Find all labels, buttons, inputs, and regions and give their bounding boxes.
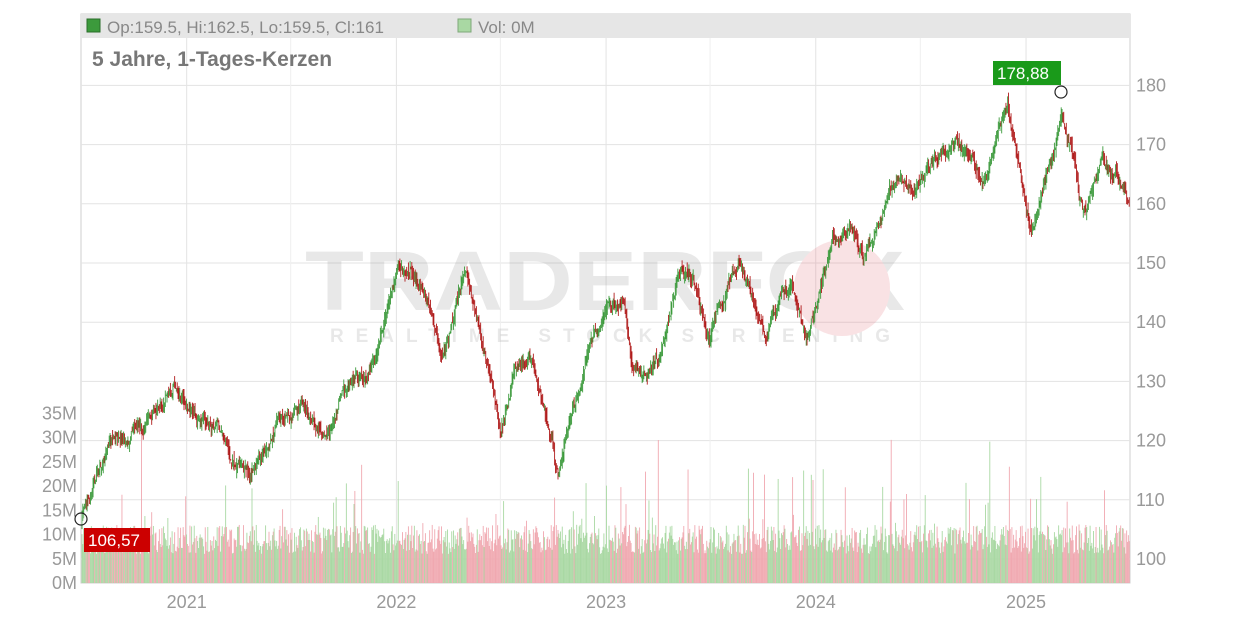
price-tick-label: 140 xyxy=(1136,312,1166,332)
max-flag xyxy=(993,61,1061,85)
price-tick-label: 180 xyxy=(1136,75,1166,95)
min-point-circle xyxy=(74,512,88,526)
ohlc-legend-text: Op:159.5, Hi:162.5, Lo:159.5, Cl:161 xyxy=(107,18,384,37)
year-tick-label: 2025 xyxy=(1006,592,1046,612)
min-marker[interactable]: 106,57 xyxy=(74,512,150,552)
volume-tick-label: 20M xyxy=(42,476,77,496)
year-tick-label: 2021 xyxy=(167,592,207,612)
ohlc-legend-swatch xyxy=(86,18,101,33)
header-band xyxy=(81,14,1130,38)
price-axis: 100 110 120 130 140 150 160 170 180 xyxy=(1136,75,1166,569)
time-axis: 2021 2022 2023 2024 2025 xyxy=(167,592,1046,612)
volume-axis: 0M 5M 10M 15M 20M 25M 30M 35M xyxy=(42,403,77,593)
min-flag xyxy=(84,528,150,552)
year-tick-label: 2022 xyxy=(376,592,416,612)
plot-area xyxy=(80,13,1131,584)
candlesticks xyxy=(81,92,1130,530)
volume-tick-label: 15M xyxy=(42,500,77,520)
price-tick-label: 100 xyxy=(1136,549,1166,569)
max-marker[interactable]: 178,88 xyxy=(993,61,1068,99)
volume-tick-label: 35M xyxy=(42,403,77,423)
price-tick-label: 120 xyxy=(1136,431,1166,451)
volume-bars xyxy=(81,433,1130,583)
volume-tick-label: 30M xyxy=(42,428,77,448)
volume-legend-swatch xyxy=(457,18,472,33)
volume-tick-label: 25M xyxy=(42,452,77,472)
year-tick-label: 2024 xyxy=(796,592,836,612)
max-point-circle xyxy=(1054,85,1068,99)
volume-tick-label: 0M xyxy=(52,573,77,593)
year-tick-label: 2023 xyxy=(586,592,626,612)
volume-legend-text: Vol: 0M xyxy=(478,18,535,37)
watermark-fox-icon xyxy=(794,240,890,336)
price-tick-label: 110 xyxy=(1136,490,1165,510)
price-tick-label: 150 xyxy=(1136,253,1166,273)
min-label: 106,57 xyxy=(88,531,140,550)
price-tick-label: 130 xyxy=(1136,371,1166,391)
volume-tick-label: 5M xyxy=(52,549,77,569)
price-tick-label: 160 xyxy=(1136,194,1166,214)
volume-tick-label: 10M xyxy=(42,525,77,545)
price-tick-label: 170 xyxy=(1136,135,1166,155)
max-label: 178,88 xyxy=(997,64,1049,83)
chart-title: 5 Jahre, 1-Tages-Kerzen xyxy=(92,48,332,71)
